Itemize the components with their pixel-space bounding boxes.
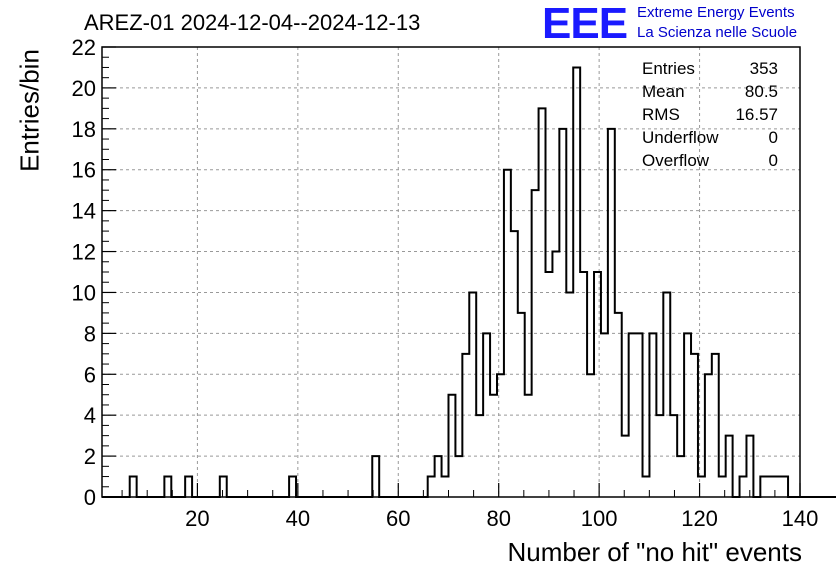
stats-value: 353 (749, 59, 778, 78)
y-axis-label: Entries/bin (14, 49, 45, 172)
y-tick-label: 22 (72, 35, 96, 60)
x-tick-label: 120 (681, 506, 718, 531)
y-tick-label: 6 (84, 362, 96, 387)
stats-row-overflow: Overflow 0 (642, 149, 778, 172)
stats-value: 0 (768, 128, 778, 147)
stats-label: Entries (642, 59, 695, 78)
x-tick-label: 20 (185, 506, 209, 531)
x-axis-label: Number of "no hit" events (507, 537, 803, 567)
stats-row-entries: Entries 353 (642, 57, 778, 80)
chart-title: AREZ-01 2024-12-04--2024-12-13 (84, 10, 421, 35)
logo-line-1: Extreme Energy Events (637, 4, 795, 21)
y-tick-label: 20 (72, 76, 96, 101)
stats-label: RMS (642, 105, 680, 124)
x-tick-label: 40 (286, 506, 310, 531)
x-tick-label: 100 (581, 506, 618, 531)
stats-row-rms: RMS 16.57 (642, 103, 778, 126)
stats-label: Overflow (642, 151, 710, 170)
stats-value: 0 (768, 151, 778, 170)
stats-value: 80.5 (744, 82, 778, 101)
y-tick-label: 18 (72, 117, 96, 142)
y-tick-label: 8 (84, 321, 96, 346)
x-tick-label: 140 (782, 506, 819, 531)
x-tick-label: 60 (386, 506, 410, 531)
stats-row-mean: Mean 80.5 (642, 80, 778, 103)
y-tick-label: 16 (72, 158, 96, 183)
x-tick-label: 80 (486, 506, 510, 531)
y-tick-label: 0 (84, 485, 96, 510)
stats-box: Entries 353 Mean 80.5 RMS 16.57 Underflo… (642, 57, 778, 172)
logo-line-2: La Scienza nelle Scuole (637, 24, 798, 41)
y-tick-label: 10 (72, 280, 96, 305)
eee-logo: EEE (542, 0, 628, 48)
axes: 0 2 4 6 8 10 12 14 16 18 20 22 20 40 60 80 100 120 140 (72, 35, 819, 531)
stats-label: Underflow (642, 128, 719, 147)
stats-row-underflow: Underflow 0 (642, 126, 778, 149)
y-tick-label: 12 (72, 240, 96, 265)
y-tick-label: 14 (72, 199, 96, 224)
y-tick-label: 2 (84, 444, 96, 469)
stats-label: Mean (642, 82, 685, 101)
stats-value: 16.57 (735, 105, 778, 124)
y-tick-label: 4 (84, 403, 96, 428)
